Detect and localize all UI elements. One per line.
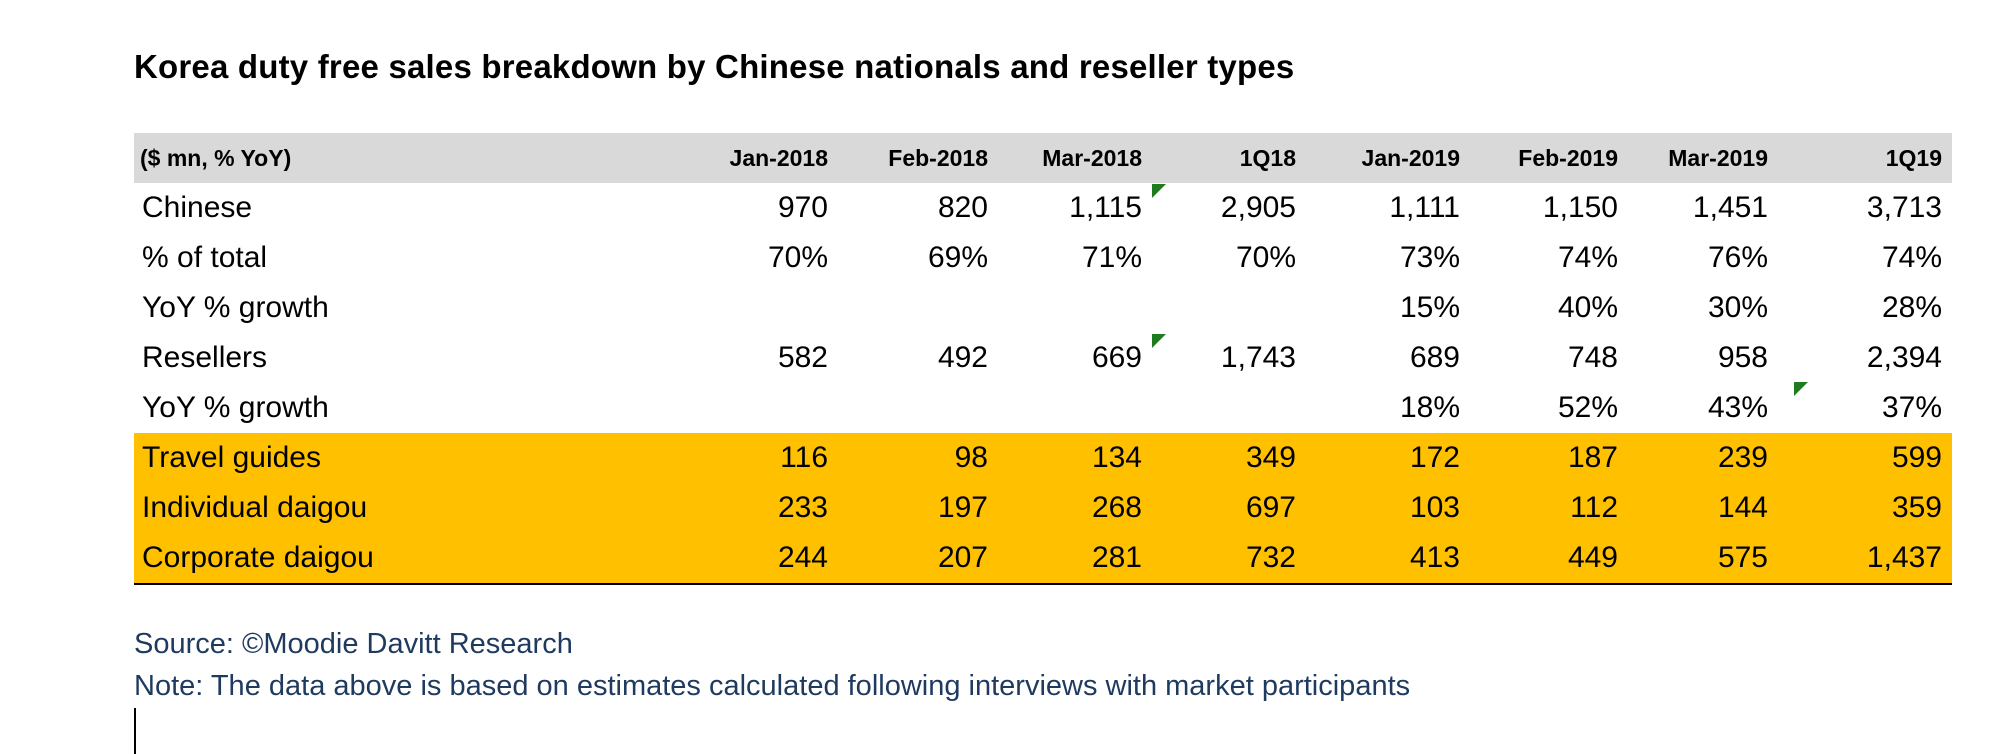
table-cell: 73% — [1399, 241, 1460, 274]
table-cell: 37% — [1881, 391, 1942, 424]
column-header: Mar-2019 — [1668, 144, 1768, 171]
row-label: Chinese — [142, 191, 253, 224]
row-label: YoY % growth — [142, 391, 329, 424]
table-cell: 144 — [1717, 491, 1768, 524]
table-cell: 76% — [1707, 241, 1768, 274]
source-text: Source: ©Moodie Davitt Research — [134, 628, 573, 660]
unit-label: ($ mn, % YoY) — [140, 144, 292, 171]
table-cell: 1,150 — [1542, 191, 1618, 224]
table-cell: 28% — [1881, 291, 1942, 324]
table-cell: 958 — [1717, 341, 1768, 374]
table-cell: 40% — [1557, 291, 1618, 324]
table-row-chinese-growth: YoY % growth 15% 40% 30% 28% — [134, 283, 1952, 333]
table-cell — [492, 291, 832, 325]
table-cell: 820 — [937, 191, 988, 224]
table-cell — [492, 391, 832, 425]
table-cell: 582 — [777, 341, 828, 374]
table-cell: 281 — [1091, 541, 1142, 574]
table-cell: 244 — [777, 541, 828, 574]
table-cell: 233 — [777, 491, 828, 524]
table-cell: 1,115 — [1069, 191, 1142, 224]
column-header: 1Q19 — [1885, 144, 1942, 171]
column-header: Mar-2018 — [1042, 144, 1142, 171]
table-cell: 207 — [937, 541, 988, 574]
table-cell: 449 — [1567, 541, 1618, 574]
column-header: Feb-2018 — [888, 144, 988, 171]
table-cell: 187 — [1567, 441, 1618, 474]
table-cell: 1,743 — [1220, 341, 1296, 374]
column-header: 1Q18 — [1239, 144, 1296, 171]
table-cell: 52% — [1557, 391, 1618, 424]
table-cell: 748 — [1567, 341, 1618, 374]
row-label: YoY % growth — [142, 291, 329, 324]
cell-flag-icon — [1152, 184, 1166, 198]
table-cell: 970 — [777, 191, 828, 224]
table-cell: 103 — [1409, 491, 1460, 524]
table-cell: 18% — [1399, 391, 1460, 424]
table-cell: 1,451 — [1692, 191, 1768, 224]
table-cell: 268 — [1091, 491, 1142, 524]
table-cell: 112 — [1570, 491, 1618, 524]
table-cell: 413 — [1409, 541, 1460, 574]
table-cell: 575 — [1717, 541, 1768, 574]
table-row-resellers-growth: YoY % growth 18% 52% 43% 37% — [134, 383, 1952, 433]
table-cell — [992, 391, 1152, 425]
table-cell — [1152, 391, 1312, 425]
table-cell: 669 — [1091, 341, 1142, 374]
table-cell: 15% — [1399, 291, 1460, 324]
table-row-corporate-daigou: Corporate daigou 244 207 281 732 413 449… — [134, 533, 1952, 585]
table-cell: 3,713 — [1866, 191, 1942, 224]
table-row-share: % of total 70% 69% 71% 70% 73% 74% 76% 7… — [134, 233, 1952, 283]
table-row-travel-guides: Travel guides 116 98 134 349 172 187 239… — [134, 433, 1952, 483]
table-cell: 134 — [1091, 441, 1142, 474]
table-cell: 116 — [780, 441, 828, 474]
table-cell: 492 — [937, 341, 988, 374]
row-label: % of total — [142, 241, 268, 274]
table-cell — [832, 291, 992, 325]
table-cell: 71% — [1081, 241, 1142, 274]
table-cell: 349 — [1245, 441, 1296, 474]
column-header: Jan-2018 — [729, 144, 828, 171]
table-cell: 30% — [1707, 291, 1768, 324]
text-cursor — [134, 708, 136, 754]
table-header-row: ($ mn, % YoY) Jan-2018 Feb-2018 Mar-2018… — [134, 133, 1952, 183]
column-header: Feb-2019 — [1518, 144, 1618, 171]
table-cell: 69% — [927, 241, 988, 274]
table-cell: 98 — [954, 441, 988, 474]
table-row-resellers: Resellers 582 492 669 1,743 689 748 958 … — [134, 333, 1952, 383]
note-text: Note: The data above is based on estimat… — [134, 670, 1411, 702]
table-cell: 239 — [1717, 441, 1768, 474]
row-label: Corporate daigou — [142, 541, 374, 574]
table-cell: 359 — [1891, 491, 1942, 524]
table-cell: 70% — [1235, 241, 1296, 274]
table-row-chinese: Chinese 970 820 1,115 2,905 1,111 1,150 … — [134, 183, 1952, 233]
table-cell: 599 — [1891, 441, 1942, 474]
table-cell: 74% — [1881, 241, 1942, 274]
table-cell: 43% — [1707, 391, 1768, 424]
table-cell: 74% — [1557, 241, 1618, 274]
table-cell: 689 — [1409, 341, 1460, 374]
sales-table: ($ mn, % YoY) Jan-2018 Feb-2018 Mar-2018… — [134, 133, 1952, 585]
row-label: Individual daigou — [142, 491, 368, 524]
table-row-individual-daigou: Individual daigou 233 197 268 697 103 11… — [134, 483, 1952, 533]
cell-flag-icon — [1794, 382, 1808, 396]
table-cell — [1152, 291, 1312, 325]
table-cell: 197 — [937, 491, 988, 524]
document-title: Korea duty free sales breakdown by Chine… — [134, 48, 1295, 85]
row-label: Resellers — [142, 341, 268, 374]
table-cell: 732 — [1245, 541, 1296, 574]
table-cell: 1,111 — [1389, 191, 1460, 224]
table-cell — [832, 391, 992, 425]
table-cell: 2,905 — [1220, 191, 1296, 224]
table-cell: 2,394 — [1866, 341, 1942, 374]
table-cell: 172 — [1409, 441, 1460, 474]
column-header: Jan-2019 — [1361, 144, 1460, 171]
cell-flag-icon — [1152, 334, 1166, 348]
table-cell: 1,437 — [1866, 541, 1942, 574]
table-cell: 697 — [1245, 491, 1296, 524]
row-label: Travel guides — [142, 441, 321, 474]
table-cell: 70% — [767, 241, 828, 274]
table-cell — [992, 291, 1152, 325]
